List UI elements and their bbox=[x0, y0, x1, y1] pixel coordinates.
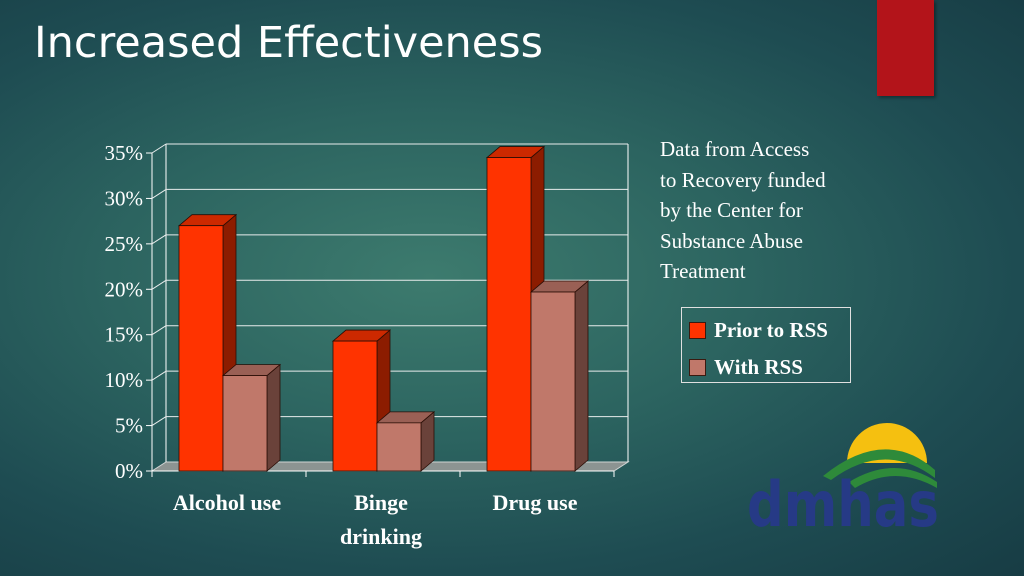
legend-label-prior: Prior to RSS bbox=[714, 317, 828, 342]
bar-prior-0 bbox=[177, 213, 238, 472]
x-tick-label: Drug use bbox=[493, 490, 578, 515]
note-line: by the Center for bbox=[660, 198, 803, 222]
gridline-side bbox=[151, 189, 167, 199]
sun-over-hills-icon bbox=[823, 423, 937, 488]
x-tick-label: Binge bbox=[354, 490, 408, 515]
gridline-side bbox=[151, 325, 167, 336]
bar-side bbox=[574, 280, 589, 472]
y-tick-label: 35% bbox=[105, 141, 144, 165]
bar-front bbox=[376, 422, 422, 472]
y-tick-label: 20% bbox=[105, 277, 144, 301]
legend-item-prior: Prior to RSS bbox=[689, 317, 828, 342]
bars bbox=[177, 145, 590, 472]
x-tick-labels: Alcohol use Binge drinking Drug use bbox=[173, 490, 578, 549]
gridline-side bbox=[151, 234, 167, 245]
bar-front bbox=[332, 340, 378, 472]
y-tick-label: 25% bbox=[105, 232, 144, 256]
bar-front bbox=[530, 291, 576, 472]
y-tick-label: 15% bbox=[105, 323, 144, 347]
legend-swatch-with bbox=[689, 358, 706, 376]
bar-prior-2 bbox=[485, 145, 546, 472]
legend-item-with: With RSS bbox=[689, 354, 803, 379]
gridline-side bbox=[151, 143, 167, 154]
slide-title: Increased Effectiveness bbox=[34, 18, 544, 68]
y-tick-label: 30% bbox=[105, 186, 144, 210]
bar-front bbox=[178, 225, 224, 472]
bar-front bbox=[486, 157, 532, 472]
chart-legend: Prior to RSS With RSS bbox=[681, 307, 851, 383]
bar-front bbox=[222, 375, 268, 472]
note-line: Substance Abuse bbox=[660, 228, 803, 253]
note-line: Data from Access bbox=[660, 137, 810, 161]
y-tick-label: 0% bbox=[115, 459, 143, 483]
dmhas-logo: dmhas bbox=[747, 423, 939, 533]
y-tick-label: 5% bbox=[115, 414, 143, 438]
legend-label-with: With RSS bbox=[714, 354, 803, 379]
logo-text: dmhas bbox=[747, 468, 939, 533]
x-tick-label: drinking bbox=[340, 524, 422, 549]
bar-with-0 bbox=[221, 363, 282, 472]
bar-with-2 bbox=[529, 280, 590, 472]
gridline-side bbox=[151, 370, 167, 381]
gridline-side bbox=[151, 416, 167, 426]
data-source-note: Data from Access to Recovery funded by t… bbox=[660, 134, 880, 287]
x-tick-label: Alcohol use bbox=[173, 490, 281, 515]
note-line: Treatment bbox=[660, 259, 746, 283]
y-tick-labels: 0% 5% 10% 15% 20% 25% 30% 35% bbox=[105, 141, 144, 483]
accent-bar bbox=[877, 0, 934, 96]
y-tick-label: 10% bbox=[105, 368, 144, 392]
bar-side bbox=[266, 363, 281, 472]
legend-swatch-prior bbox=[689, 321, 706, 339]
gridline-side bbox=[151, 279, 167, 290]
note-line: to Recovery funded bbox=[660, 167, 826, 192]
bar-with-1 bbox=[375, 410, 436, 472]
